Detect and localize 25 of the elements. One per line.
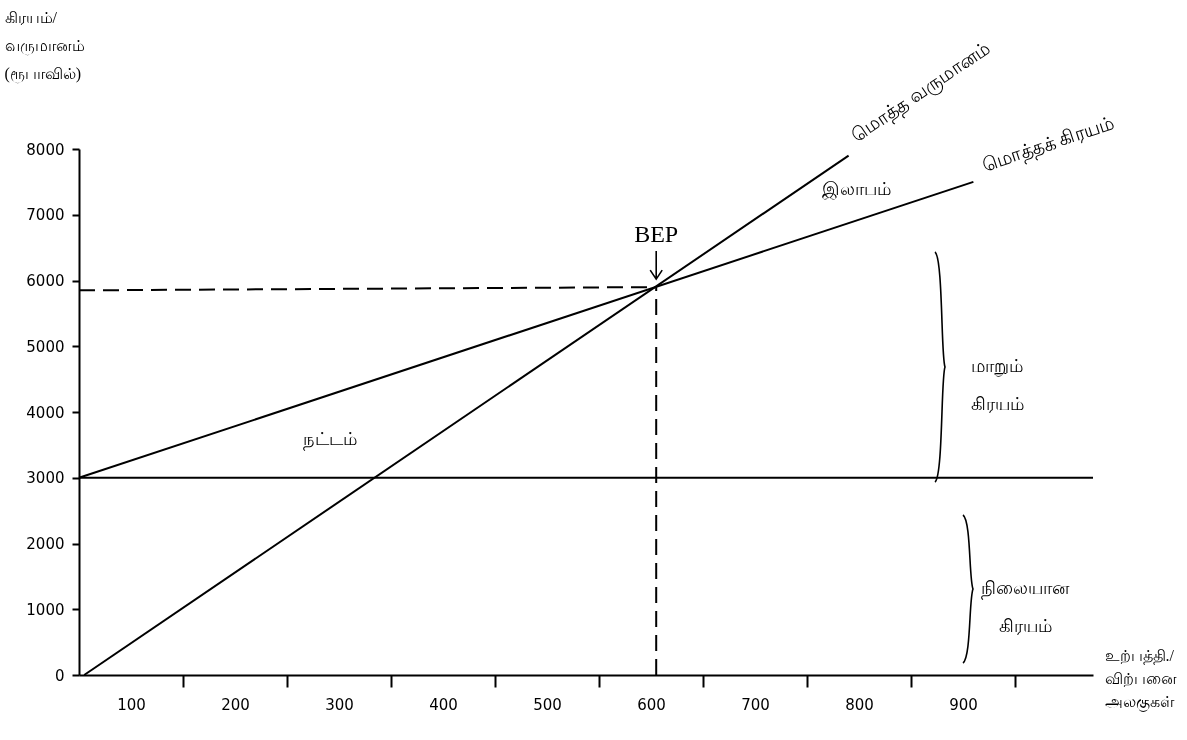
y-tick-label: 1000 xyxy=(26,600,65,619)
y-tick-label: 3000 xyxy=(26,469,65,488)
annotation: நிலையான கிரயம் xyxy=(981,578,1070,636)
x-tick-label: 100 xyxy=(117,695,146,714)
x-tick-label: 900 xyxy=(949,695,978,714)
y-tick-label: 5000 xyxy=(26,337,65,356)
annotation: நட்டம் xyxy=(303,429,357,451)
y-tick-label: 0 xyxy=(54,666,65,685)
y-axis-title: கிரயம்/ வருமானம் (ரூபாவில்) xyxy=(4,8,85,84)
x-tick-label: 800 xyxy=(845,695,874,714)
x-tick-label: 500 xyxy=(533,695,562,714)
annotation: BEP xyxy=(634,221,679,248)
x-axis-title: உற்பத்தி./ விற்பனை அலகுகள் xyxy=(1104,646,1177,712)
x-tick-label: 600 xyxy=(637,695,666,714)
y-tick-label: 7000 xyxy=(26,206,65,225)
x-tick-label: 300 xyxy=(325,695,354,714)
x-tick-label: 700 xyxy=(741,695,770,714)
y-tick-label: 2000 xyxy=(26,535,65,553)
x-tick-label: 400 xyxy=(429,695,458,714)
annotation: மாறும் கிரயம் xyxy=(970,356,1024,414)
y-tick-label: 6000 xyxy=(26,272,65,290)
y-tick-label: 4000 xyxy=(26,403,65,422)
y-tick-label: 8000 xyxy=(26,140,65,159)
annotation: இலாபம் xyxy=(821,179,891,200)
x-tick-label: 200 xyxy=(221,695,250,714)
